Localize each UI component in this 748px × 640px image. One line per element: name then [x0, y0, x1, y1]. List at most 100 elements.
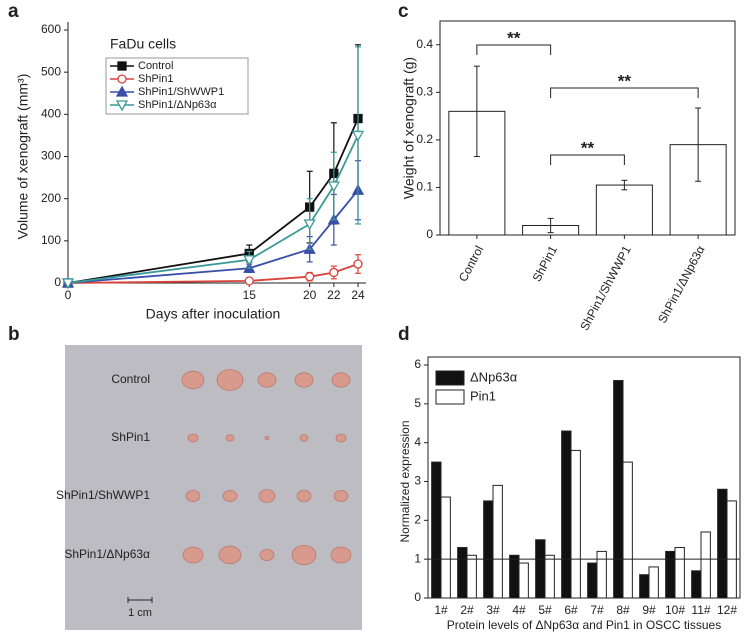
x-tick-label: 0 — [65, 288, 72, 302]
x-tick-label: 1# — [434, 603, 448, 617]
tumor — [294, 372, 314, 388]
y-tick-label: 500 — [41, 64, 61, 78]
legend-swatch — [435, 370, 465, 386]
significance-bracket — [550, 87, 699, 98]
y-tick-label: 0 — [426, 227, 433, 241]
y-tick-label: 300 — [41, 149, 61, 163]
y-tick-label: 400 — [41, 107, 61, 121]
y-tick-label: 2 — [414, 513, 421, 527]
panel-letter: c — [398, 1, 409, 22]
x-tick-label: ShPin1/ShWWP1 — [577, 243, 634, 333]
tumor — [218, 545, 242, 565]
tumor — [330, 546, 352, 564]
y-tick-label: 100 — [41, 233, 61, 247]
tumor — [185, 489, 201, 502]
significance-bracket — [476, 44, 552, 55]
tumor — [296, 489, 312, 502]
bar — [544, 554, 555, 599]
y-tick-label: 5 — [414, 396, 421, 410]
bar — [700, 531, 711, 599]
legend-swatch — [435, 389, 465, 405]
error-bar — [473, 65, 480, 158]
x-tick-label: ShPin1 — [530, 243, 561, 284]
bar — [509, 554, 520, 599]
bar — [639, 574, 650, 599]
y-axis-label: Normalized expression — [398, 420, 412, 542]
legend-label: ShPin1/ShWWP1 — [138, 86, 224, 98]
y-tick-label: 4 — [414, 435, 421, 449]
legend-label: ΔNp63α — [470, 369, 518, 384]
bar — [431, 461, 442, 599]
bar — [674, 547, 685, 599]
tumor — [257, 372, 277, 388]
error-bar — [695, 107, 702, 182]
marker — [305, 272, 315, 282]
bar — [595, 184, 653, 236]
x-tick-label: 12# — [717, 603, 737, 617]
annotation: FaDu cells — [110, 36, 176, 52]
error-bar — [547, 217, 554, 234]
bar — [622, 461, 633, 599]
bar — [483, 500, 494, 599]
y-tick-label: 3 — [414, 474, 421, 488]
bar — [648, 566, 659, 599]
significance-label: ** — [581, 138, 595, 157]
x-tick-label: 9# — [642, 603, 656, 617]
x-tick-label: 7# — [590, 603, 604, 617]
bar — [613, 380, 624, 599]
marker — [353, 259, 363, 269]
marker — [243, 255, 256, 267]
x-tick-label: 24 — [351, 288, 365, 302]
marker — [303, 219, 316, 231]
x-tick-label: ShPin1/ΔNp63α — [655, 243, 708, 325]
bar — [466, 554, 477, 599]
legend-label: ShPin1/ΔNp63α — [138, 99, 217, 111]
tumor — [258, 489, 276, 503]
legend-marker — [115, 100, 129, 112]
x-tick-label: 3# — [486, 603, 500, 617]
y-axis-label: Weight of xenograft (g) — [401, 57, 417, 199]
tumor — [182, 546, 204, 564]
scale-label: 1 cm — [128, 607, 152, 619]
panel-letter: a — [8, 1, 19, 22]
bar — [570, 449, 581, 599]
panel-letter: d — [398, 324, 410, 345]
bar — [587, 562, 598, 599]
x-tick-label: 2# — [460, 603, 474, 617]
bar — [440, 496, 451, 599]
significance-label: ** — [618, 71, 632, 90]
y-tick-label: 1 — [414, 551, 421, 565]
bar — [457, 547, 468, 599]
y-tick-label: 0 — [414, 590, 421, 604]
legend-marker — [115, 85, 129, 97]
row-label: Control — [111, 372, 150, 386]
row-label: ShPin1 — [111, 430, 150, 444]
marker — [244, 276, 254, 286]
tumor — [259, 549, 275, 562]
y-tick-label: 0.3 — [416, 85, 433, 99]
x-axis-label: Protein levels of ΔNp63α and Pin1 in OSC… — [447, 618, 721, 632]
tumor — [225, 434, 235, 442]
series-line — [67, 189, 359, 284]
legend-label: Control — [138, 60, 173, 72]
tumor — [187, 433, 199, 443]
tumor — [331, 372, 351, 388]
tumor — [333, 489, 349, 502]
y-tick-label: 0 — [54, 275, 61, 289]
x-tick-label: 5# — [538, 603, 552, 617]
plot-frame — [427, 356, 741, 599]
plot-frame — [439, 20, 736, 236]
x-tick-label: 6# — [564, 603, 578, 617]
tumor — [216, 369, 244, 391]
legend-label: Pin1 — [470, 388, 496, 403]
bar — [535, 539, 546, 599]
x-tick-label: 11# — [691, 603, 710, 617]
bar — [717, 488, 728, 599]
panel-letter: b — [8, 324, 20, 345]
significance-bracket — [550, 154, 625, 165]
y-tick-label: 0.2 — [416, 132, 433, 146]
tumor — [222, 489, 238, 502]
bar — [726, 500, 737, 599]
series-line — [67, 135, 359, 284]
